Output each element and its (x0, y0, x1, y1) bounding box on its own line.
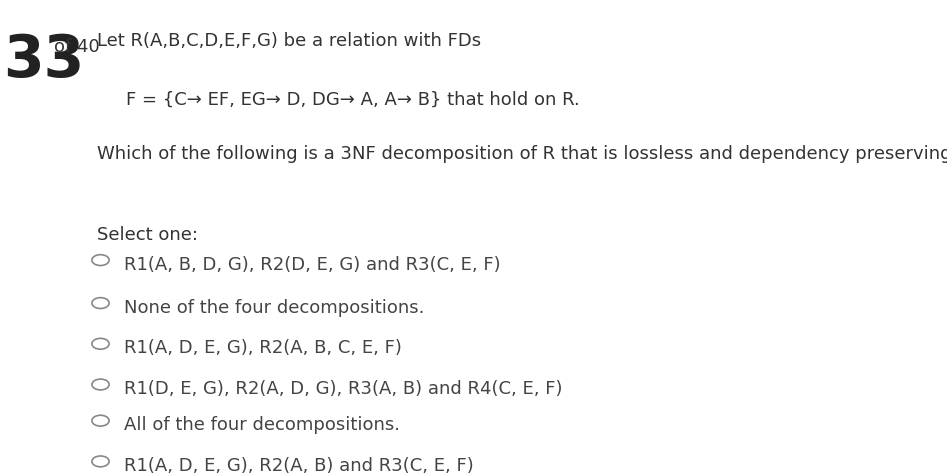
Text: R1(A, B, D, G), R2(D, E, G) and R3(C, E, F): R1(A, B, D, G), R2(D, E, G) and R3(C, E,… (124, 255, 501, 273)
Text: All of the four decompositions.: All of the four decompositions. (124, 416, 401, 434)
Text: R1(A, D, E, G), R2(A, B, C, E, F): R1(A, D, E, G), R2(A, B, C, E, F) (124, 339, 402, 357)
Text: Let R(A,B,C,D,E,F,G) be a relation with FDs: Let R(A,B,C,D,E,F,G) be a relation with … (97, 32, 481, 50)
Text: 33: 33 (4, 32, 85, 89)
Text: R1(D, E, G), R2(A, D, G), R3(A, B) and R4(C, E, F): R1(D, E, G), R2(A, D, G), R3(A, B) and R… (124, 380, 563, 398)
Text: of 40: of 40 (54, 38, 99, 56)
Text: R1(A, D, E, G), R2(A, B) and R3(C, E, F): R1(A, D, E, G), R2(A, B) and R3(C, E, F) (124, 457, 474, 474)
Text: Which of the following is a 3NF decomposition of R that is lossless and dependen: Which of the following is a 3NF decompos… (97, 145, 947, 163)
Text: None of the four decompositions.: None of the four decompositions. (124, 299, 424, 317)
Text: Select one:: Select one: (97, 226, 198, 244)
Text: F = {C→ EF, EG→ D, DG→ A, A→ B} that hold on R.: F = {C→ EF, EG→ D, DG→ A, A→ B} that hol… (126, 91, 580, 109)
